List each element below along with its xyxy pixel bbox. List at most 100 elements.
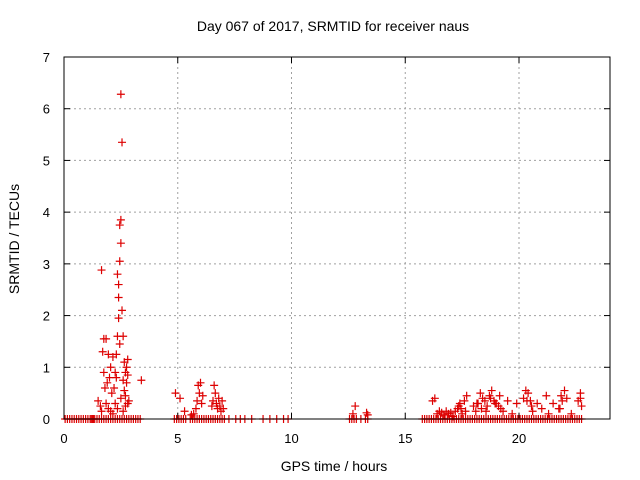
data-point <box>483 402 492 411</box>
data-point <box>460 396 469 405</box>
data-point <box>191 404 200 413</box>
data-point <box>461 407 470 416</box>
data-point <box>118 306 127 315</box>
x-tick-label: 15 <box>398 431 412 446</box>
data-point <box>491 399 500 408</box>
data-point <box>211 389 220 398</box>
data-point <box>430 394 439 403</box>
data-point <box>116 394 125 403</box>
data-point <box>113 404 122 413</box>
x-axis-label: GPS time / hours <box>281 458 388 474</box>
data-point <box>456 404 465 413</box>
y-tick-label: 1 <box>43 360 50 375</box>
data-point <box>472 399 481 408</box>
y-tick-label: 0 <box>43 412 50 427</box>
data-point <box>99 368 108 377</box>
data-point <box>94 396 103 405</box>
data-point <box>196 378 205 387</box>
data-point <box>189 409 198 418</box>
x-tick-label: 10 <box>284 431 298 446</box>
data-point <box>554 404 563 413</box>
x-tick-label: 20 <box>512 431 526 446</box>
y-tick-label: 2 <box>43 309 50 324</box>
data-point <box>176 394 185 403</box>
data-point <box>348 409 357 418</box>
data-point <box>476 389 485 398</box>
data-point <box>499 407 508 416</box>
y-tick-label: 4 <box>43 205 50 220</box>
grid-lines <box>64 57 610 419</box>
data-point <box>558 396 567 405</box>
data-point <box>113 270 122 279</box>
data-point <box>110 383 119 392</box>
data-point <box>112 373 121 382</box>
data-point <box>171 389 180 398</box>
data-point <box>471 407 480 416</box>
data-point <box>111 368 120 377</box>
data-point <box>549 399 558 408</box>
data-point <box>567 409 576 418</box>
data-point <box>503 396 512 405</box>
data-point <box>487 386 496 395</box>
data-point <box>96 402 105 411</box>
data-point <box>115 221 124 230</box>
data-point <box>576 389 585 398</box>
data-point <box>115 340 124 349</box>
data-point <box>119 332 128 341</box>
data-point <box>107 389 116 398</box>
data-point <box>105 373 114 382</box>
data-point <box>557 391 566 400</box>
data-point <box>114 314 123 323</box>
axis-ticks: 0 5 10 15 20 0 1 2 3 4 5 6 7 <box>43 50 610 446</box>
data-point <box>524 389 533 398</box>
data-point <box>193 396 202 405</box>
data-point <box>486 394 495 403</box>
data-point <box>112 350 121 359</box>
data-point <box>97 407 106 416</box>
data-point <box>533 399 542 408</box>
data-point <box>137 376 146 385</box>
data-point <box>495 391 504 400</box>
data-point <box>116 239 125 248</box>
data-point <box>120 386 129 395</box>
data-point <box>198 391 207 400</box>
x-tick-label: 0 <box>60 431 67 446</box>
data-point <box>363 410 372 419</box>
data-point <box>118 138 127 147</box>
data-point <box>537 404 546 413</box>
data-point <box>528 407 537 416</box>
data-point <box>123 371 132 380</box>
data-point <box>210 381 219 390</box>
data-point <box>477 404 486 413</box>
x-tick-label: 5 <box>174 431 181 446</box>
data-point <box>122 378 131 387</box>
data-point <box>123 355 132 364</box>
data-point <box>482 407 491 416</box>
data-point <box>114 293 123 302</box>
data-point <box>542 391 551 400</box>
data-point <box>219 404 228 413</box>
y-tick-label: 3 <box>43 257 50 272</box>
data-point <box>522 396 531 405</box>
data-point <box>121 391 130 400</box>
y-tick-label: 6 <box>43 102 50 117</box>
data-point <box>462 391 471 400</box>
data-point <box>100 383 109 392</box>
chart-title: Day 067 of 2017, SRMTID for receiver nau… <box>197 18 469 34</box>
data-point <box>197 399 206 408</box>
data-point <box>103 378 112 387</box>
data-point <box>116 215 125 224</box>
data-point <box>116 90 125 99</box>
data-point <box>207 402 216 411</box>
data-point <box>111 399 120 408</box>
data-point <box>560 386 569 395</box>
data-point <box>562 394 571 403</box>
data-point <box>106 363 115 372</box>
data-point <box>512 399 521 408</box>
data-point <box>108 409 117 418</box>
data-point <box>508 409 517 418</box>
data-point <box>97 266 106 275</box>
data-point <box>480 396 489 405</box>
data-point <box>114 280 123 289</box>
